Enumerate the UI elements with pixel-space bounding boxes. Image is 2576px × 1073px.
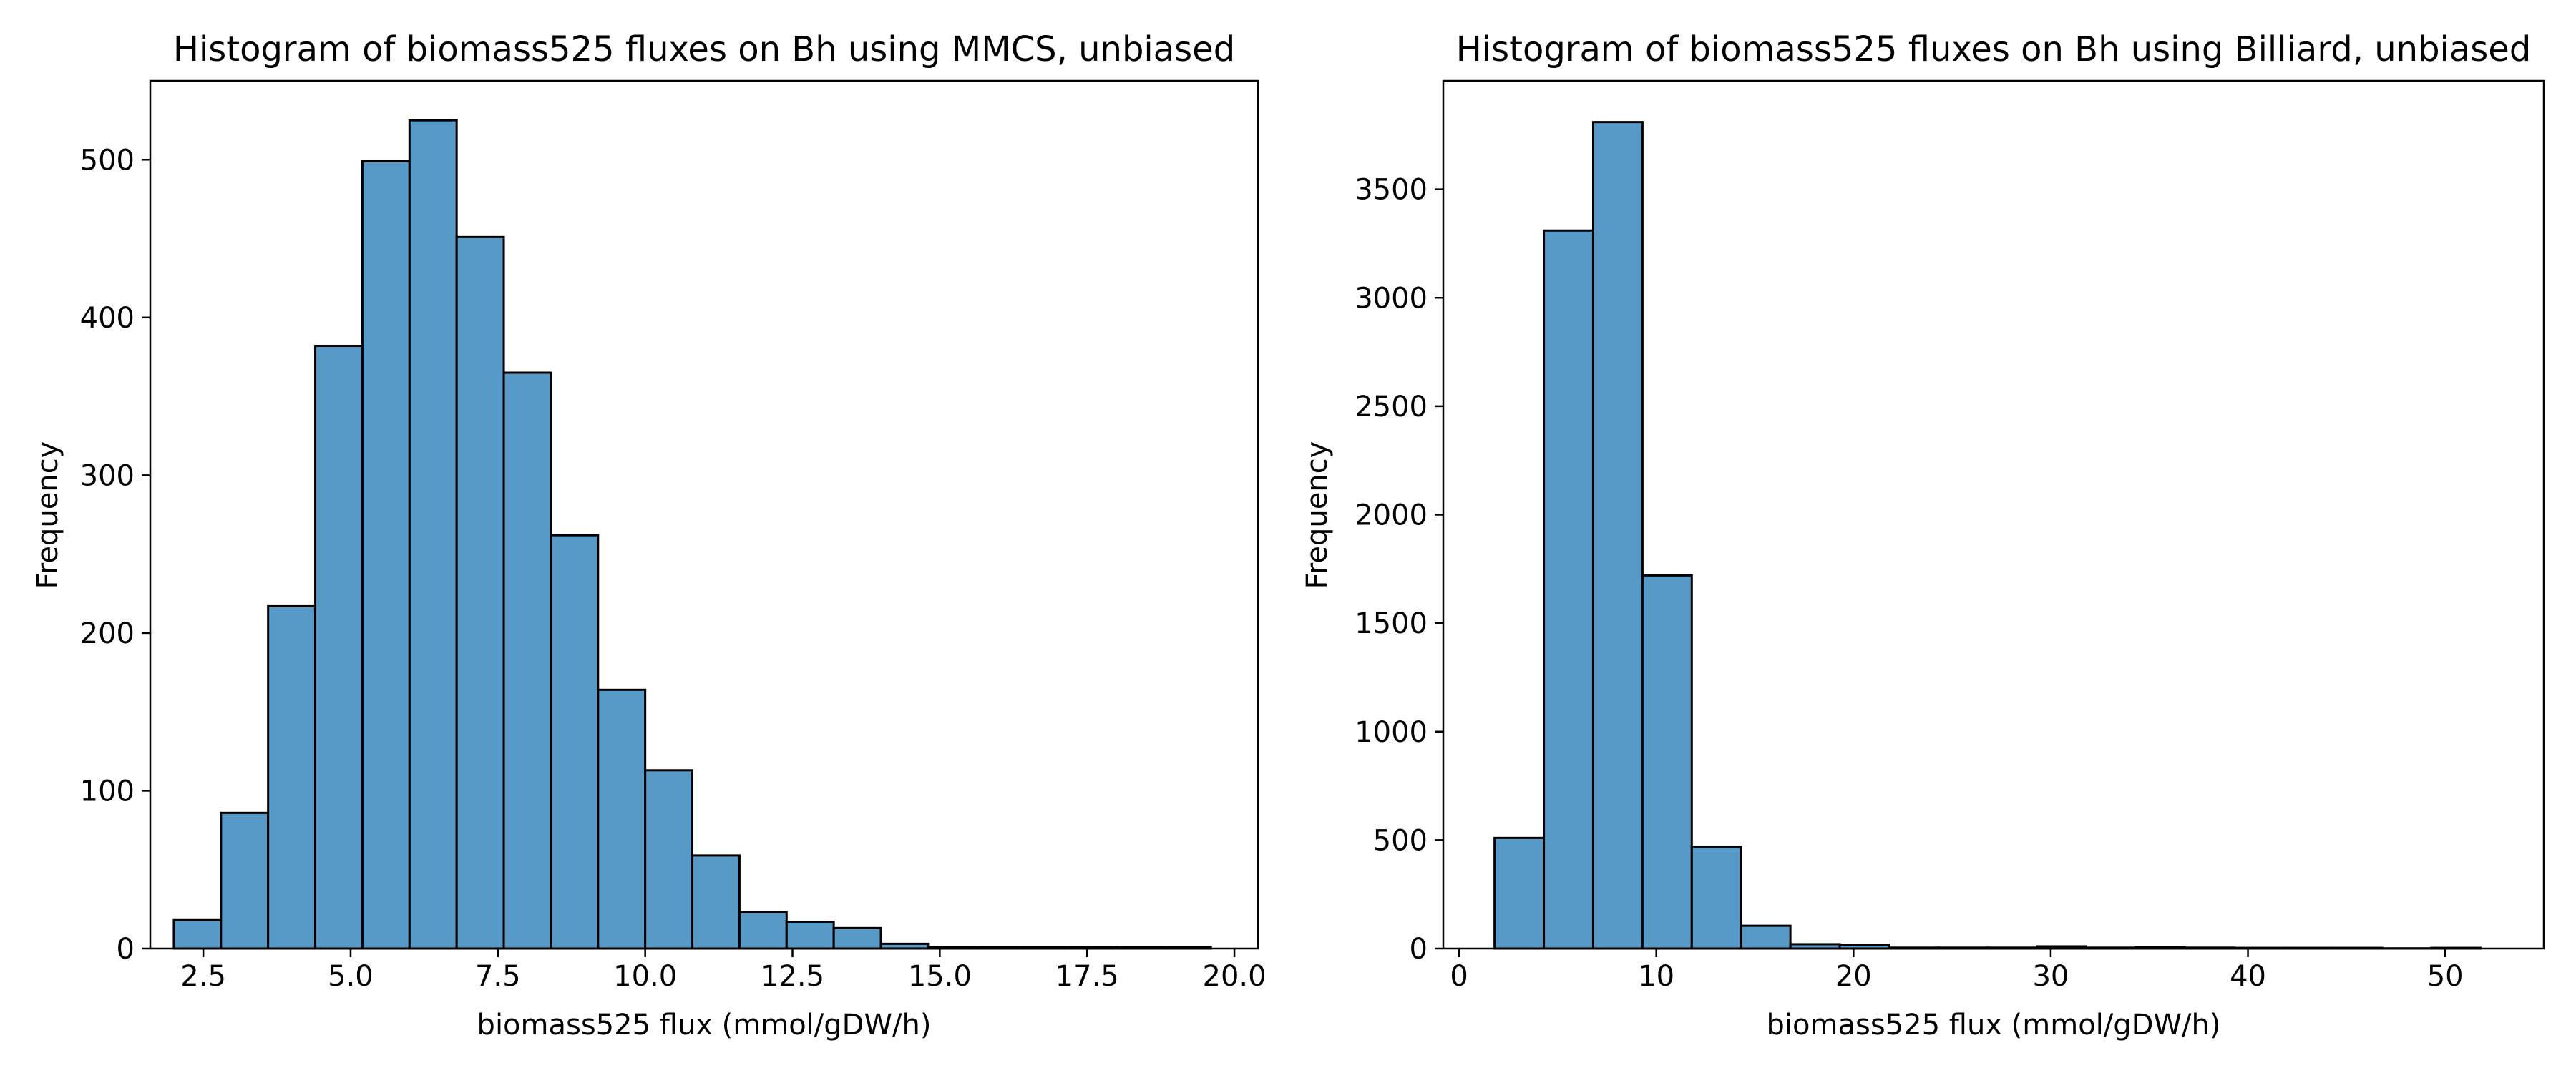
mmcs-axes-frame [149, 79, 1259, 950]
mmcs-x-tick-label: 10.0 [613, 960, 677, 993]
mmcs-bar-9 [597, 688, 647, 950]
mmcs-bar-13 [785, 921, 835, 950]
billiard-x-tick-label: 30 [2032, 960, 2069, 993]
billiard-y-tick-label: 2000 [1355, 499, 1428, 532]
billiard-y-tick-label: 1500 [1355, 607, 1428, 640]
billiard-y-axis-label: Frequency [1301, 441, 1334, 589]
mmcs-histogram-panel: 2.5 5.0 7.5 10.0 12.5 15.0 17.5 20.0 0 100 200 300… [31, 29, 1267, 1042]
mmcs-bar-12 [738, 911, 788, 950]
mmcs-bars [172, 119, 1212, 950]
mmcs-y-axis-label: Frequency [31, 441, 64, 589]
mmcs-x-tick-label: 12.5 [761, 960, 824, 993]
mmcs-y-tick-label: 400 [80, 302, 135, 335]
billiard-y-tick-label: 3000 [1355, 282, 1428, 315]
mmcs-bar-7 [502, 371, 552, 950]
mmcs-x-tick-label: 2.5 [180, 960, 226, 993]
mmcs-bar-2 [267, 604, 317, 950]
mmcs-x-tick-label: 15.0 [908, 960, 972, 993]
mmcs-bar-0 [172, 918, 223, 950]
mmcs-y-tick-label: 0 [117, 933, 135, 966]
billiard-x-tick-label: 0 [1450, 960, 1468, 993]
mmcs-x-tick-label: 20.0 [1203, 960, 1267, 993]
mmcs-x-tick-label: 17.5 [1055, 960, 1119, 993]
mmcs-bar-3 [314, 345, 364, 950]
mmcs-bar-1 [220, 811, 270, 950]
mmcs-x-axis-label: biomass525 flux (mmol/gDW/h) [477, 1009, 932, 1042]
billiard-histogram-panel: 0 10 20 30 40 50 0 500 1000 1500 2000 2500 3000 3500… [1301, 29, 2545, 1042]
billiard-y-ticks: 0 500 1000 1500 2000 2500 3000 3500 [1355, 174, 1443, 966]
billiard-bar-3 [1641, 574, 1693, 950]
billiard-x-tick-label: 40 [2230, 960, 2266, 993]
mmcs-x-tick-label: 7.5 [475, 960, 521, 993]
billiard-y-tick-label: 1000 [1355, 716, 1428, 749]
billiard-bar-2 [1591, 121, 1644, 950]
billiard-y-tick-label: 500 [1373, 824, 1428, 857]
mmcs-bar-11 [691, 854, 741, 950]
billiard-bar-1 [1543, 229, 1594, 950]
mmcs-bar-5 [408, 119, 458, 950]
billiard-bar-5 [1740, 924, 1792, 950]
mmcs-x-tick-label: 5.0 [328, 960, 374, 993]
mmcs-bar-8 [550, 534, 600, 950]
billiard-bar-0 [1493, 836, 1546, 950]
mmcs-bar-14 [832, 926, 882, 950]
billiard-chart-title: Histogram of biomass525 fluxes on Bh usi… [1456, 29, 2532, 69]
billiard-y-tick-label: 3500 [1355, 174, 1428, 207]
mmcs-y-tick-label: 100 [80, 775, 135, 808]
mmcs-bar-10 [644, 769, 694, 950]
mmcs-y-ticks: 0 100 200 300 400 500 [80, 144, 150, 966]
billiard-y-tick-label: 2500 [1355, 391, 1428, 423]
mmcs-x-ticks: 2.5 5.0 7.5 10.0 12.5 15.0 17.5 20.0 [180, 949, 1267, 993]
billiard-y-tick-label: 0 [1410, 933, 1428, 966]
billiard-x-tick-label: 10 [1638, 960, 1674, 993]
billiard-x-axis-label: biomass525 flux (mmol/gDW/h) [1767, 1009, 2221, 1042]
mmcs-y-tick-label: 300 [80, 459, 135, 492]
mmcs-chart-title: Histogram of biomass525 fluxes on Bh usi… [173, 29, 1235, 69]
billiard-x-tick-label: 50 [2427, 960, 2464, 993]
mmcs-y-tick-label: 500 [80, 144, 135, 177]
billiard-bar-4 [1690, 845, 1742, 950]
billiard-x-ticks: 0 10 20 30 40 50 [1450, 949, 2464, 993]
mmcs-y-tick-label: 200 [80, 617, 135, 650]
billiard-x-tick-label: 20 [1835, 960, 1872, 993]
mmcs-bar-6 [455, 235, 505, 950]
mmcs-bar-4 [361, 160, 411, 950]
